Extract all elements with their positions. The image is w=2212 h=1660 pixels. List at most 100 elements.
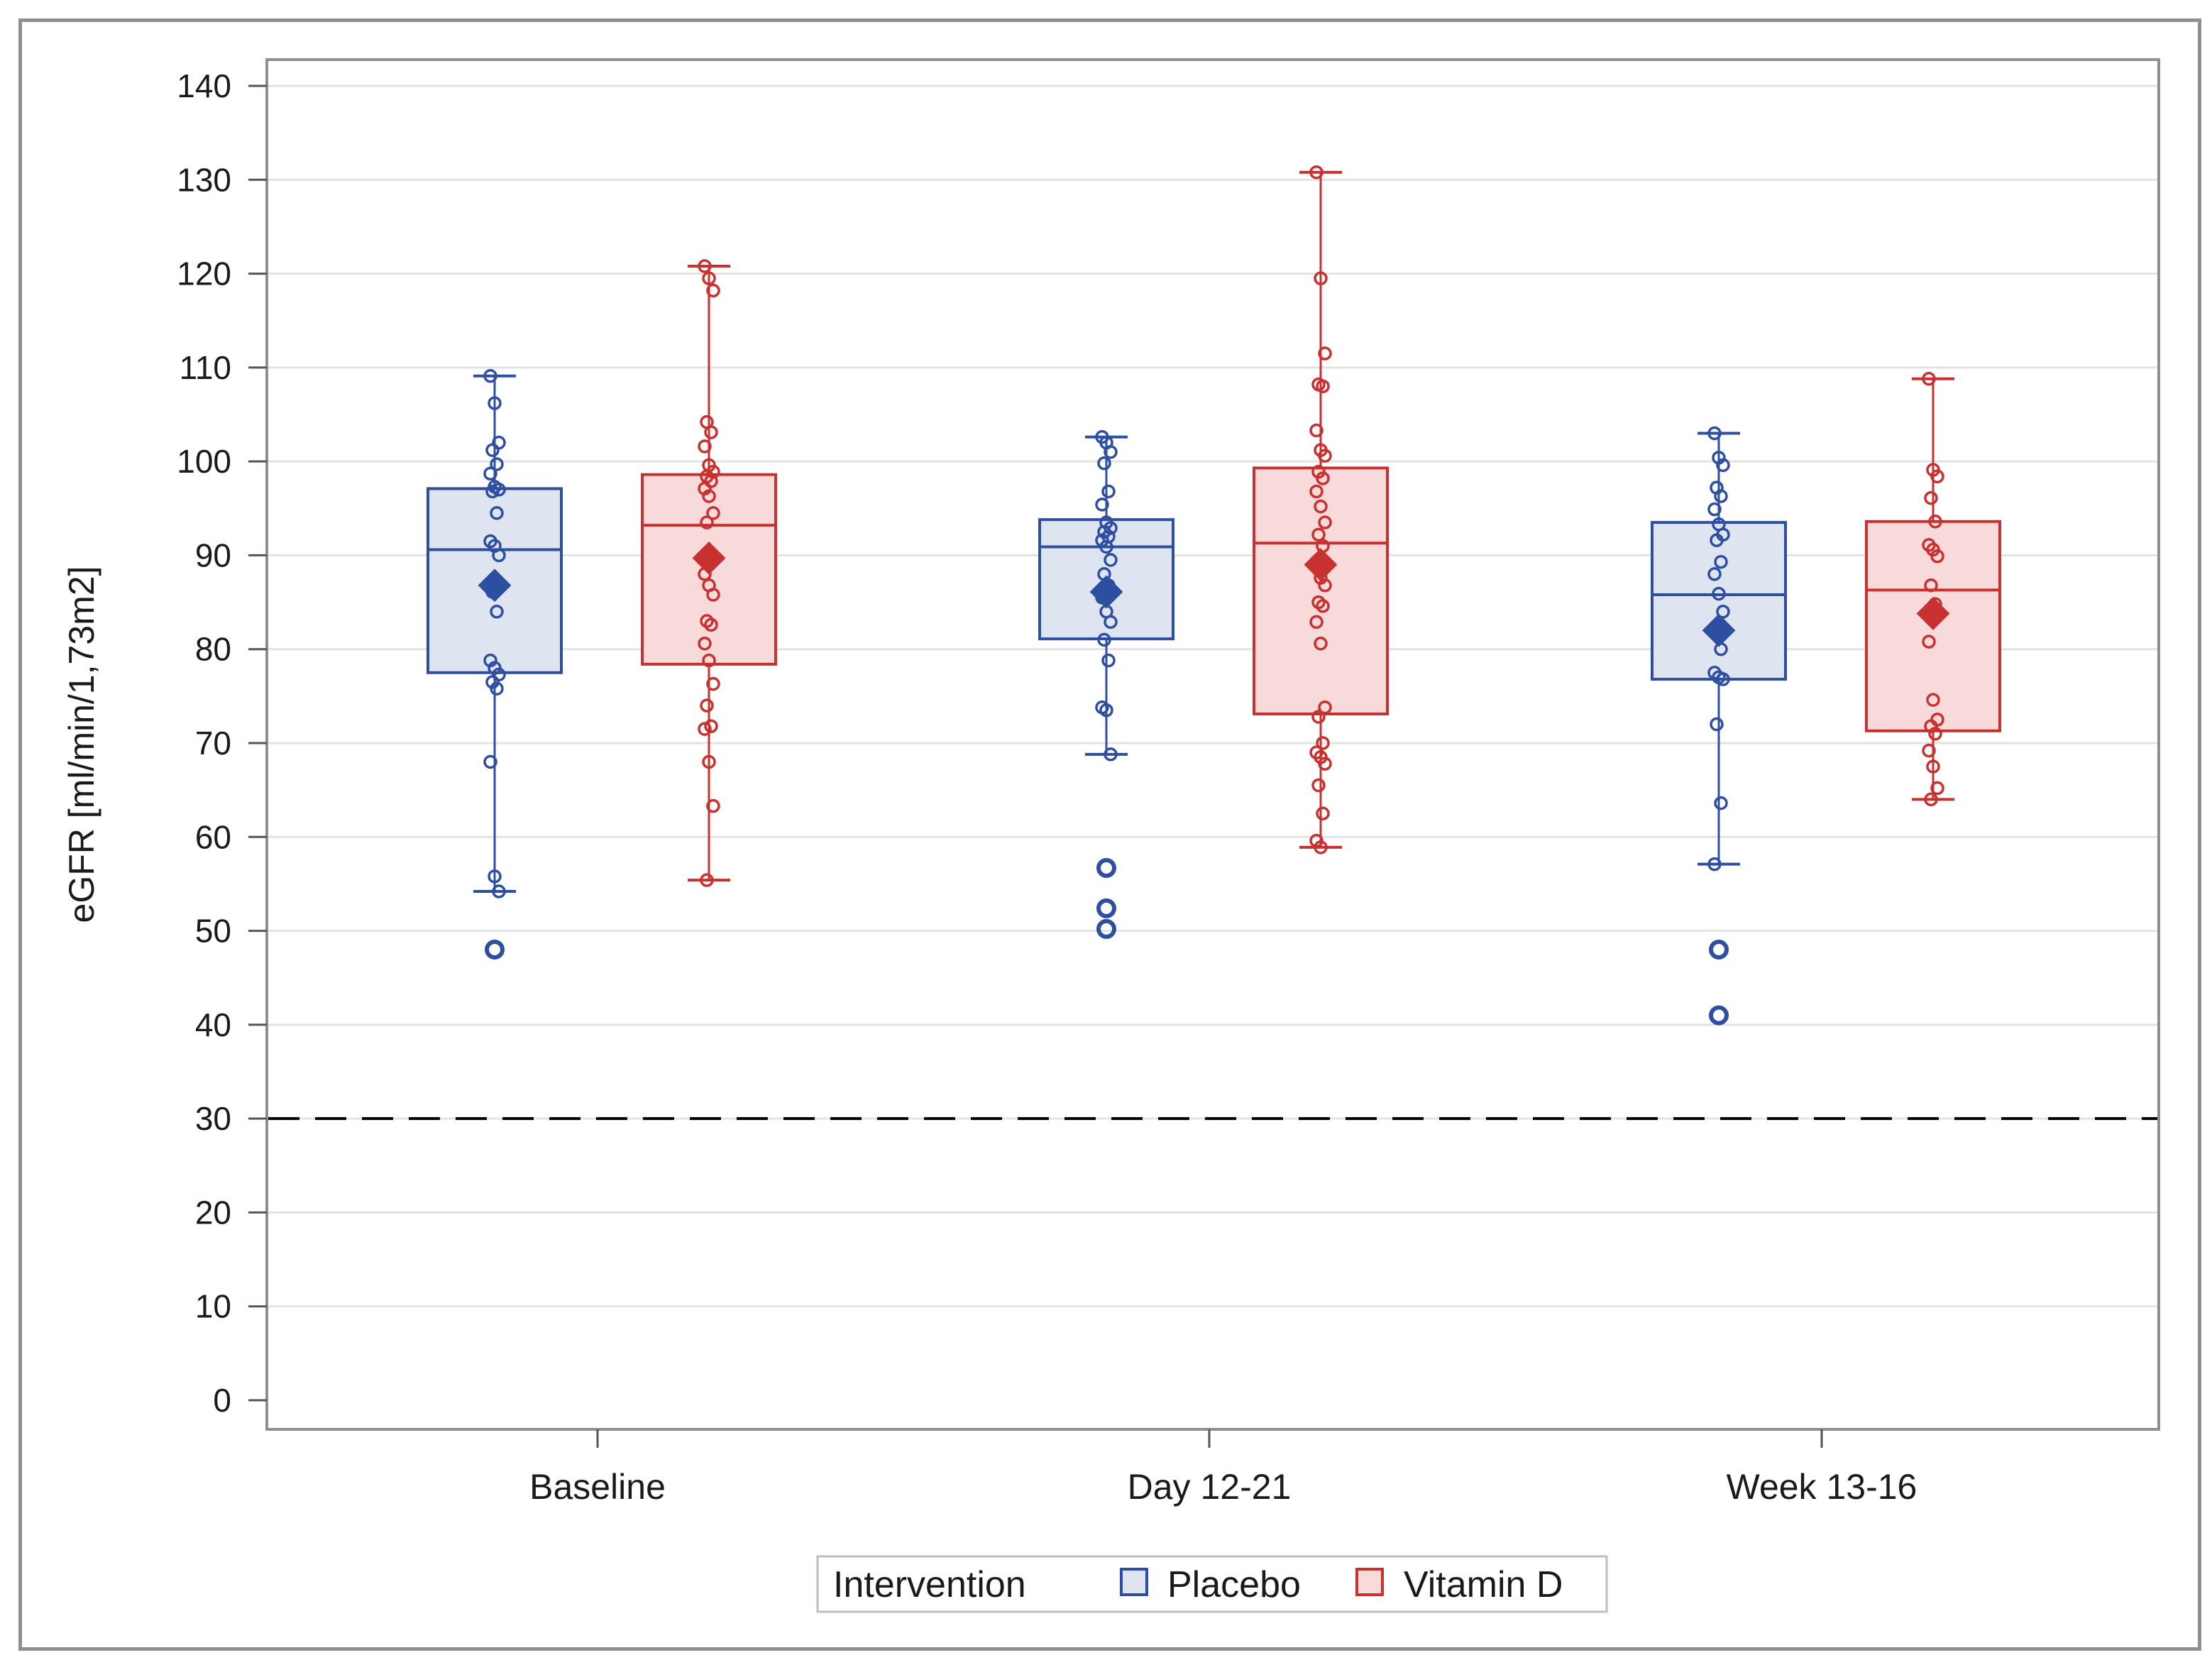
vitamin-d-2-point [1316, 806, 1330, 820]
placebo-1-point [488, 869, 502, 884]
legend-title: Intervention [833, 1564, 1026, 1605]
vitamin-d-1-point [704, 719, 718, 733]
vitamin-d-3-point [1930, 549, 1944, 564]
placebo-3-point [1716, 458, 1730, 473]
y-tick-label-100: 100 [177, 443, 231, 480]
vitamin-d-1-point [698, 259, 712, 273]
vitamin-d-3-point [1928, 727, 1942, 741]
y-axis: 0 10 20 30 40 50 60 70 80 90 100 110 120 130 140 [177, 67, 267, 1419]
y-axis-title: eGFR [ml/min/1,73m2] [62, 566, 101, 923]
placebo-3-point [1716, 605, 1730, 619]
legend-label-vitamin-d: Vitamin D [1404, 1564, 1563, 1605]
y-tick-label-0: 0 [213, 1382, 231, 1419]
placebo-1-point [492, 548, 506, 563]
vitamin-d-1-point [702, 271, 716, 285]
placebo-2-point [1095, 498, 1109, 512]
placebo-3-point [1707, 567, 1722, 581]
vitamin-d-2-point [1316, 379, 1330, 394]
vitamin-d-3-point [1922, 371, 1936, 386]
y-tick-label-10: 10 [195, 1288, 231, 1325]
vitamin-d-2-point [1314, 637, 1328, 651]
vitamin-d-3-point [1928, 515, 1942, 529]
y-tick-label-40: 40 [195, 1006, 231, 1043]
mean-markers [478, 541, 1950, 647]
vitamin-d-2-point [1309, 423, 1324, 438]
vitamin-d-1-point [698, 722, 712, 736]
vitamin-d-2-point [1311, 710, 1326, 724]
y-tick-label-90: 90 [195, 537, 231, 573]
placebo-1-outlier [485, 940, 505, 960]
vitamin-d-1-point [698, 439, 712, 454]
placebo-1-point [483, 369, 497, 383]
vitamin-d-1-point [698, 637, 712, 651]
vitamin-d-2-point [1309, 484, 1324, 499]
y-tick-label-30: 30 [195, 1100, 231, 1137]
x-category-label-3: Week 13-16 [1727, 1467, 1917, 1507]
placebo-3-point [1710, 717, 1724, 732]
y-tick-label-70: 70 [195, 725, 231, 762]
vitamin-d-1-point [706, 798, 720, 813]
placebo-1-point [492, 884, 506, 898]
vitamin-d-1-box [641, 473, 777, 666]
placebo-1-point [483, 466, 497, 481]
vitamin-d-1-point [702, 653, 716, 668]
vitamin-d-2-point [1318, 515, 1332, 529]
y-tick-label-110: 110 [180, 349, 231, 386]
legend-swatch-vitamin-d [1355, 1568, 1384, 1596]
placebo-3-point [1707, 426, 1722, 441]
placebo-3-point [1714, 796, 1728, 810]
vitamin-d-1-point [702, 754, 716, 769]
vitamin-d-1-point [700, 515, 714, 529]
vitamin-d-2-point [1318, 346, 1332, 361]
placebo-1-point [483, 754, 497, 769]
placebo-3-mean-marker [1702, 613, 1736, 647]
vitamin-d-2-point [1314, 499, 1328, 514]
placebo-3-point [1714, 489, 1728, 503]
y-tick-label-20: 20 [195, 1194, 231, 1231]
vitamin-d-1-point [702, 489, 716, 503]
vitamin-d-1-point [700, 873, 714, 887]
placebo-2-point [1101, 484, 1116, 499]
placebo-1-point [485, 484, 500, 499]
vitamin-d-3-point [1926, 759, 1940, 774]
placebo-1-point [490, 506, 504, 520]
y-tick-label-120: 120 [177, 255, 231, 292]
y-tick-label-140: 140 [177, 67, 231, 104]
vitamin-d-3-point [1922, 743, 1936, 758]
vitamin-d-3-point [1924, 490, 1938, 505]
placebo-2-point [1104, 615, 1118, 630]
placebo-2-point [1104, 553, 1118, 567]
placebo-3-point [1712, 586, 1726, 601]
legend-frame [816, 1555, 1608, 1613]
placebo-3-outlier [1709, 940, 1729, 960]
placebo-3-point [1707, 857, 1722, 872]
placebo-1-point [488, 396, 502, 410]
vitamin-d-1-point [706, 588, 720, 602]
placebo-2-point [1099, 539, 1113, 554]
vitamin-d-2-point [1318, 578, 1332, 593]
y-tick-label-50: 50 [195, 913, 231, 950]
vitamin-d-1-point [706, 506, 720, 520]
legend: Intervention Placebo Vitamin D [816, 1555, 1608, 1613]
legend-swatch-placebo [1120, 1568, 1148, 1596]
placebo-2-point [1097, 632, 1111, 647]
vitamin-d-2-point [1311, 527, 1326, 542]
placebo-2-outlier [1096, 918, 1116, 939]
plot-area [265, 58, 2160, 1431]
x-axis: Baseline Day 12-21 Week 13-16 [529, 1429, 1917, 1507]
vitamin-d-1-point [704, 425, 718, 439]
vitamin-d-3-point [1930, 469, 1944, 484]
placebo-2-outlier [1096, 898, 1116, 918]
vitamin-d-1-point [700, 698, 714, 713]
placebo-3-point [1710, 533, 1724, 548]
vitamin-d-2-point [1318, 449, 1332, 463]
vitamin-d-2-point [1316, 736, 1330, 750]
vitamin-d-2-point [1314, 840, 1328, 854]
vitamin-d-2-box [1253, 466, 1389, 715]
vitamin-d-2-point [1318, 700, 1332, 715]
placebo-3-point [1707, 502, 1722, 517]
y-tick-label-60: 60 [195, 818, 231, 855]
gridlines [268, 84, 2157, 1308]
x-category-label-1: Baseline [529, 1467, 666, 1507]
